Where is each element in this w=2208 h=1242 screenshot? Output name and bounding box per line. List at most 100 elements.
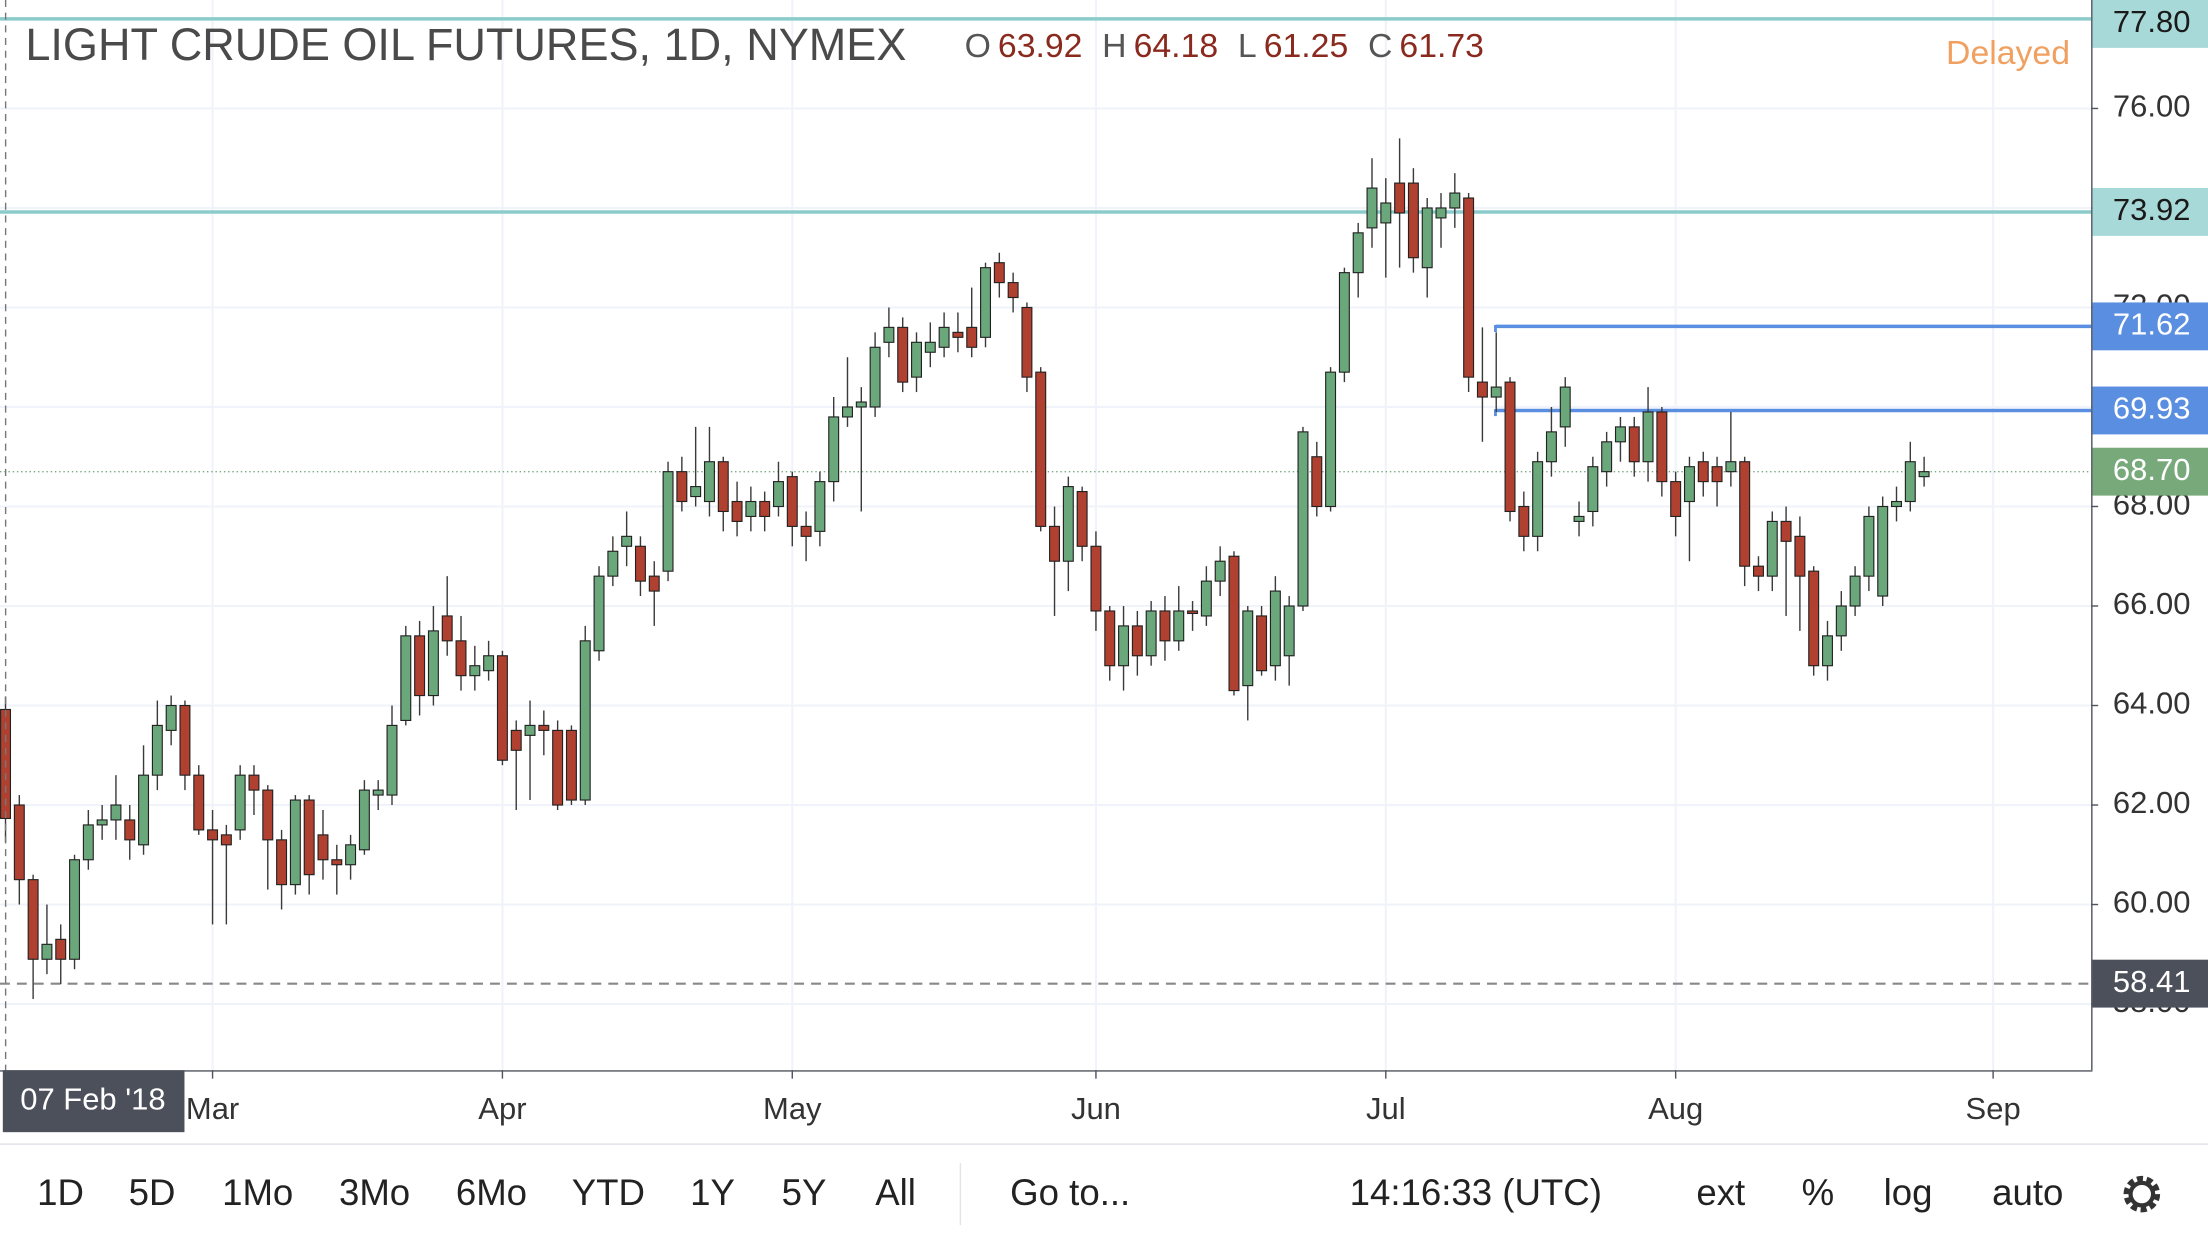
option-button[interactable]: % [1802,1172,1835,1213]
candle-body [911,341,922,378]
candle-body [855,401,867,408]
candle-body [41,943,53,960]
candle-body [386,724,398,796]
candle-body [1725,461,1737,473]
candle-body [1518,505,1530,537]
candle-body [96,819,108,826]
range-button[interactable]: 3Mo [339,1172,410,1213]
candle-body [193,774,205,831]
candle-body [1628,426,1640,463]
legend-value: 61.73 [1399,27,1484,65]
candle-body [717,461,729,513]
candle-body [1697,461,1709,483]
candle-body [345,844,357,866]
range-button[interactable]: 1Mo [222,1172,293,1213]
option-button[interactable]: ext [1696,1172,1745,1213]
candle-body [1683,466,1695,503]
settings-icon[interactable] [2123,1175,2161,1213]
candle-body [138,774,150,846]
candle-body [262,789,274,841]
candle-body [1283,605,1295,657]
candle-body [372,789,384,796]
candle-body [1877,505,1889,597]
candle-body [165,704,177,731]
crosshair-label-box [2,1070,185,1133]
candle-body [1559,386,1571,428]
gear-ring [2128,1180,2156,1208]
candle-body [427,630,439,697]
candle-body [331,859,343,866]
range-button[interactable]: 1Y [690,1172,735,1213]
range-button[interactable]: 6Mo [456,1172,527,1213]
candle-body [55,938,67,960]
y-tick-label: 64.00 [2113,686,2191,721]
candle-body [1752,565,1764,577]
candle-body [1435,207,1447,219]
candle-body [1256,615,1268,672]
candle-body [938,326,950,348]
candle-body [1780,520,1792,542]
x-tick-label: Jul [1366,1091,1406,1126]
candle-body [1835,605,1847,637]
candle-body [1504,381,1516,513]
price-badge-label: 69.93 [2113,391,2191,426]
candle-body [607,550,619,577]
candle-body [1490,386,1502,398]
range-button[interactable]: All [875,1172,916,1213]
option-button[interactable]: auto [1992,1172,2063,1213]
candle-body [1228,555,1240,692]
candle-body [690,486,702,498]
candle-body [303,799,315,876]
candle-body [1449,192,1461,209]
candle-body [13,804,25,881]
x-tick-label: Jun [1071,1091,1121,1126]
candle-body [234,774,246,831]
legend-key: L [1238,27,1257,65]
candle-body [455,640,467,677]
candle-body [993,262,1005,284]
candle-body [1311,456,1323,508]
price-badge-label: 58.41 [2113,964,2191,999]
x-tick-label: Apr [478,1091,526,1126]
candle-body [1545,431,1557,463]
candle-body [552,729,564,806]
legend-value: 63.92 [998,27,1083,65]
candle-body [1325,371,1337,508]
range-button[interactable]: 1D [37,1172,84,1213]
range-button[interactable]: 5Y [782,1172,827,1213]
candle-body [966,326,978,348]
gear-teeth [2123,1175,2161,1213]
candle-body [496,655,508,761]
candle-body [1214,560,1226,582]
candle-body [1049,525,1061,562]
candle-body [1242,610,1254,687]
candle-body [772,481,784,508]
price-badge [2092,302,2208,351]
legend: O 63.92 H 64.18 L 61.25 C 61.73 [965,27,1484,65]
candle-body [469,665,481,677]
candle-body [759,500,771,518]
candle-body [1739,461,1751,567]
candle-body [786,476,798,527]
candle-body [703,461,715,503]
goto-button[interactable]: Go to... [1010,1172,1130,1213]
candle-body [207,829,219,841]
candle-body [69,859,81,960]
range-button[interactable]: 5D [129,1172,176,1213]
legend-key: C [1368,27,1392,65]
candle-body [1159,610,1171,642]
candle-body [441,615,453,642]
candle-body [883,326,895,343]
option-button[interactable]: log [1884,1172,1933,1213]
clock: 14:16:33 (UTC) [1350,1172,1602,1213]
x-tick-label: Aug [1648,1091,1703,1126]
crosshair-label: 07 Feb '18 [20,1081,165,1116]
candle-body [1118,625,1130,667]
range-button[interactable]: YTD [572,1172,645,1213]
price-badge-label: 68.70 [2113,452,2191,487]
y-tick-label: 62.00 [2113,785,2191,820]
candle-body [1614,426,1626,443]
candle-body [1601,441,1613,473]
candle-body [1421,207,1433,269]
